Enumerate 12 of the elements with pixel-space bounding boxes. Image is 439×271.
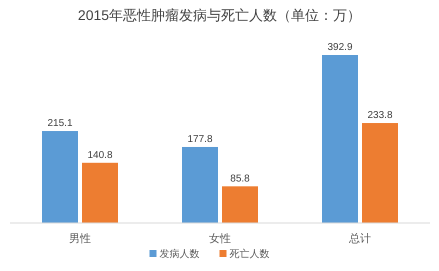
x-tick-label: 女性 bbox=[209, 233, 231, 245]
legend-label: 发病人数 bbox=[160, 249, 200, 260]
x-tick-label: 男性 bbox=[69, 233, 91, 245]
data-label: 177.8 bbox=[187, 134, 213, 145]
data-label: 140.8 bbox=[87, 150, 113, 161]
data-label: 392.9 bbox=[327, 42, 353, 53]
legend-label: 死亡人数 bbox=[230, 249, 270, 260]
data-label: 233.8 bbox=[367, 110, 393, 122]
x-tick-label: 总计 bbox=[349, 233, 371, 245]
data-label: 215.1 bbox=[47, 118, 73, 130]
data-label: 85.8 bbox=[230, 173, 250, 184]
title: 2015年恶性肿瘤发病与死亡人数（单位：万） bbox=[78, 7, 362, 23]
